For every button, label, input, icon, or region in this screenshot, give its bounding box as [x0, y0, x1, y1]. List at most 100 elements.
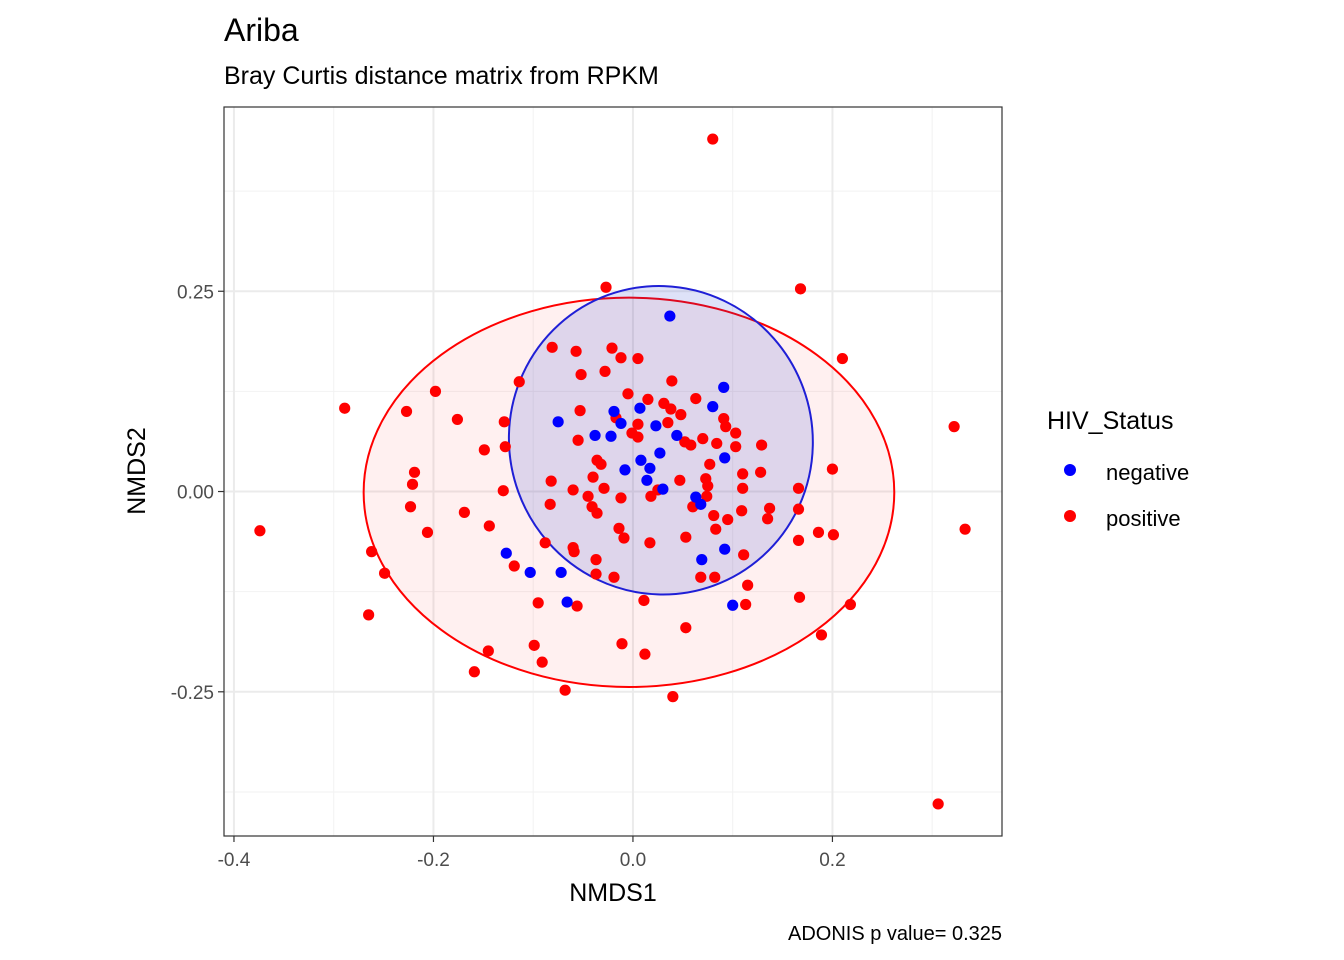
- grid-lines: [224, 107, 1002, 836]
- chart-title: Ariba: [224, 12, 299, 48]
- point-positive: [666, 375, 678, 387]
- chart-subtitle: Bray Curtis distance matrix from RPKM: [224, 62, 659, 90]
- point-positive: [615, 492, 627, 504]
- x-tick-label: 0.2: [819, 850, 845, 871]
- point-positive: [662, 417, 674, 429]
- point-positive: [730, 441, 742, 453]
- point-positive: [695, 571, 707, 583]
- point-positive: [545, 475, 557, 487]
- x-axis-title: NMDS1: [569, 879, 657, 907]
- point-positive: [575, 368, 587, 381]
- point-positive: [702, 480, 714, 492]
- point-positive: [478, 444, 490, 456]
- legend-title: HIV_Status: [1047, 407, 1173, 435]
- point-positive: [608, 571, 620, 583]
- point-positive: [482, 645, 494, 657]
- point-positive: [812, 526, 825, 538]
- point-positive: [711, 437, 723, 450]
- point-positive: [546, 341, 558, 353]
- legend-label-positive: positive: [1106, 506, 1181, 531]
- point-positive: [458, 506, 470, 518]
- point-positive: [639, 648, 651, 660]
- point-positive: [815, 629, 828, 641]
- point-positive: [932, 798, 944, 810]
- point-positive: [567, 484, 579, 496]
- point-positive: [680, 531, 692, 543]
- point-positive: [674, 474, 686, 486]
- point-negative: [727, 599, 739, 611]
- point-positive: [709, 571, 721, 583]
- x-tick-label: -0.2: [417, 850, 450, 871]
- point-positive: [574, 405, 586, 417]
- point-positive: [737, 468, 749, 480]
- point-positive: [959, 523, 971, 535]
- point-negative: [605, 430, 617, 442]
- point-negative: [671, 429, 683, 442]
- point-positive: [508, 560, 520, 572]
- y-tick-label: 0.00: [177, 483, 214, 504]
- ellipse-positive: [362, 296, 896, 688]
- point-positive: [644, 537, 656, 549]
- point-negative: [615, 417, 627, 430]
- legend-key-positive: [1064, 510, 1076, 522]
- point-positive: [742, 579, 754, 591]
- point-positive: [736, 505, 748, 517]
- point-positive: [722, 513, 734, 526]
- point-positive: [539, 537, 551, 549]
- point-positive: [708, 509, 720, 522]
- point-positive: [704, 458, 716, 470]
- point-negative: [608, 405, 620, 418]
- chart-caption: ADONIS p value= 0.325: [788, 923, 1002, 945]
- point-positive: [528, 639, 540, 651]
- point-positive: [632, 352, 644, 365]
- y-tick-label: 0.25: [177, 282, 214, 303]
- ellipse-negative: [507, 284, 814, 596]
- point-positive: [366, 546, 378, 558]
- point-positive: [701, 490, 713, 502]
- point-positive: [738, 549, 750, 561]
- point-positive: [568, 546, 580, 558]
- point-positive: [679, 436, 691, 448]
- point-positive: [642, 393, 654, 406]
- point-positive: [844, 598, 856, 611]
- point-positive: [378, 567, 391, 579]
- x-tick-label: -0.4: [218, 850, 251, 871]
- point-positive: [740, 598, 752, 611]
- point-positive: [763, 502, 776, 514]
- point-positive: [400, 405, 413, 418]
- point-negative: [555, 566, 567, 579]
- point-positive: [794, 283, 807, 295]
- point-positive: [429, 385, 442, 397]
- point-negative: [500, 547, 512, 559]
- point-positive: [948, 421, 960, 433]
- point-positive: [590, 568, 602, 580]
- point-negative: [718, 381, 730, 393]
- point-positive: [618, 532, 630, 544]
- point-negative: [650, 420, 662, 432]
- point-positive: [599, 365, 611, 377]
- point-positive: [632, 418, 644, 430]
- point-positive: [559, 684, 571, 696]
- point-positive: [582, 490, 594, 502]
- point-positive: [497, 485, 509, 497]
- point-negative: [635, 454, 647, 466]
- point-positive: [404, 501, 417, 513]
- point-positive: [616, 638, 628, 650]
- point-positive: [544, 498, 556, 510]
- point-positive: [756, 439, 768, 451]
- point-positive: [645, 490, 657, 502]
- point-positive: [792, 534, 805, 546]
- point-negative: [634, 402, 646, 414]
- point-positive: [513, 376, 525, 388]
- point-negative: [641, 474, 653, 486]
- point-negative: [696, 554, 708, 566]
- legend-label-negative: negative: [1106, 460, 1189, 485]
- x-tick-label: 0.0: [620, 850, 646, 871]
- point-positive: [827, 529, 840, 541]
- point-negative: [664, 310, 676, 322]
- point-negative: [657, 483, 669, 495]
- legend-key-negative: [1064, 464, 1076, 476]
- point-positive: [836, 352, 849, 365]
- legend: HIV_Status negative positive: [1047, 407, 1189, 531]
